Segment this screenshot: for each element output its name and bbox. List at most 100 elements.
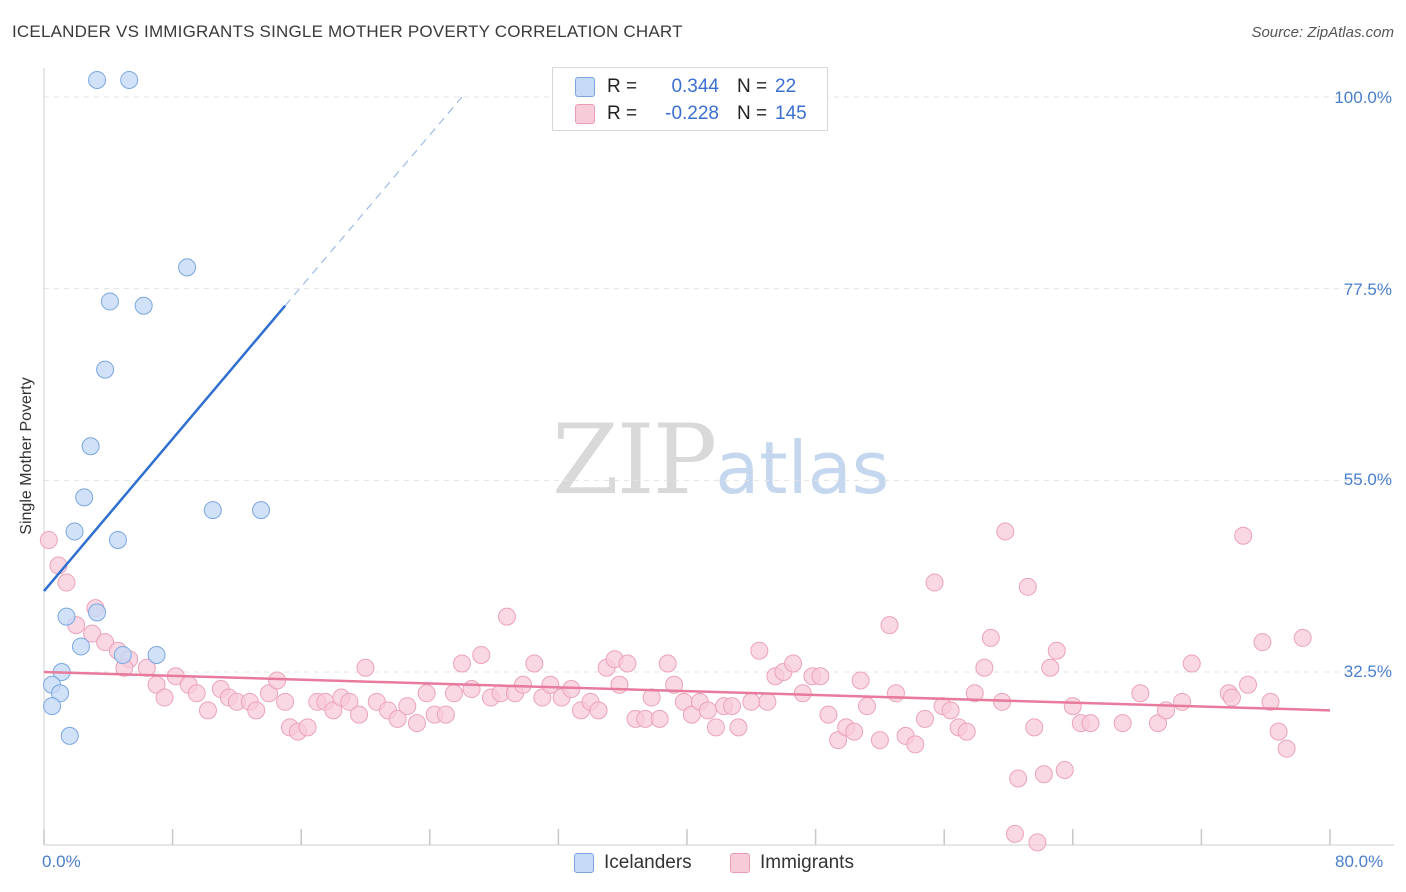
immigrants-point xyxy=(533,688,552,707)
immigrants-point xyxy=(1005,824,1024,843)
immigrants-point xyxy=(1028,833,1047,852)
immigrants-point xyxy=(750,641,769,660)
icelanders-point xyxy=(88,70,107,89)
icelanders-point xyxy=(120,70,139,89)
immigrants-point xyxy=(845,722,864,741)
immigrants-point xyxy=(407,714,426,733)
immigrants-point xyxy=(870,731,889,750)
icelanders-point xyxy=(147,645,166,664)
legend-item-immigrants: Immigrants xyxy=(730,852,854,874)
immigrants-point xyxy=(1047,641,1066,660)
immigrants-point xyxy=(356,658,375,677)
legend-row-icelanders: R = 0.344 N = 22 xyxy=(575,75,796,99)
immigrants-swatch xyxy=(575,104,595,124)
immigrants-point xyxy=(1055,760,1074,779)
immigrants-point xyxy=(975,658,994,677)
immigrants-point xyxy=(729,718,748,737)
immigrants-point xyxy=(398,697,417,716)
immigrants-point xyxy=(324,701,343,720)
immigrants-point xyxy=(880,616,899,635)
immigrants-point xyxy=(462,680,481,699)
immigrants-point xyxy=(886,684,905,703)
icelanders-point xyxy=(43,697,62,716)
legend-r-label: R = xyxy=(607,76,638,97)
immigrants-point xyxy=(417,684,436,703)
immigrants-point xyxy=(340,692,359,711)
immigrants-point xyxy=(851,671,870,690)
immigrants-point xyxy=(658,654,677,673)
immigrants-point xyxy=(57,573,76,592)
immigrants-point xyxy=(268,671,287,690)
immigrants-point xyxy=(642,688,661,707)
immigrants-point xyxy=(472,645,491,664)
immigrants-point xyxy=(1131,684,1150,703)
immigrants-point xyxy=(1081,714,1100,733)
immigrants-point xyxy=(541,675,560,694)
immigrants-point xyxy=(276,692,295,711)
immigrants-point xyxy=(497,607,516,626)
immigrants-point xyxy=(589,701,608,720)
immigrants-point xyxy=(298,718,317,737)
immigrants-point xyxy=(525,654,544,673)
immigrants-point xyxy=(742,692,761,711)
legend-r-value: 0.344 xyxy=(671,76,719,97)
immigrants-point xyxy=(388,709,407,728)
icelanders-point xyxy=(96,360,115,379)
x-tick-label-min: 0.0% xyxy=(42,852,81,871)
immigrants-point xyxy=(1018,577,1037,596)
legend-n-value: 145 xyxy=(775,103,807,124)
immigrants-point xyxy=(96,633,115,652)
immigrants-point xyxy=(1113,714,1132,733)
icelanders-point xyxy=(108,530,127,549)
immigrants-point xyxy=(1182,654,1201,673)
y-tick-label-32-5: 32.5% xyxy=(1343,662,1392,681)
immigrants-point xyxy=(811,667,830,686)
immigrants-point xyxy=(83,624,102,643)
legend-n-label: N = xyxy=(737,103,768,124)
immigrants-point xyxy=(1034,765,1053,784)
immigrants-legend-swatch xyxy=(730,853,750,873)
immigrants-point xyxy=(247,701,266,720)
icelanders-point xyxy=(88,603,107,622)
x-tick-label-max: 80.0% xyxy=(1335,852,1384,871)
correlation-legend: R = 0.344 N = 22 R = -0.228 N = 145 xyxy=(552,67,828,131)
series-legend: Icelanders Immigrants xyxy=(0,852,1406,876)
watermark-atlas: atlas xyxy=(715,426,890,510)
immigrants-point xyxy=(39,530,58,549)
legend-label-immigrants: Immigrants xyxy=(760,852,854,873)
immigrants-point xyxy=(906,735,925,754)
legend-r-value: -0.228 xyxy=(665,103,719,124)
immigrants-point xyxy=(1261,692,1280,711)
immigrants-point xyxy=(925,573,944,592)
legend-n-label: N = xyxy=(737,76,768,97)
legend-item-icelanders: Icelanders xyxy=(574,852,692,874)
zipatlas-watermark: ZIPatlas xyxy=(552,404,889,516)
immigrants-point xyxy=(819,705,838,724)
immigrants-point xyxy=(723,697,742,716)
legend-n-value: 22 xyxy=(775,76,797,97)
immigrants-point xyxy=(1222,688,1241,707)
legend-r-label: R = xyxy=(607,103,638,124)
icelanders-swatch xyxy=(575,77,595,97)
immigrants-point xyxy=(758,692,777,711)
icelanders-point xyxy=(60,726,79,745)
immigrants-point xyxy=(650,709,669,728)
watermark-zip: ZIP xyxy=(552,404,717,516)
immigrants-point xyxy=(198,701,217,720)
icelanders-point xyxy=(203,501,222,520)
source-credit: Source: ZipAtlas.com xyxy=(1251,24,1394,41)
immigrants-point xyxy=(1277,739,1296,758)
icelanders-point xyxy=(81,437,100,456)
immigrants-point xyxy=(1253,633,1272,652)
immigrants-point xyxy=(1041,658,1060,677)
icelanders-point xyxy=(113,645,132,664)
icelanders-point xyxy=(252,501,271,520)
legend-label-icelanders: Icelanders xyxy=(604,852,692,873)
immigrants-point xyxy=(618,654,637,673)
immigrants-point xyxy=(706,718,725,737)
immigrants-point xyxy=(915,709,934,728)
legend-row-immigrants: R = -0.228 N = 145 xyxy=(575,102,807,126)
immigrants-point xyxy=(452,654,471,673)
immigrants-point xyxy=(1293,628,1312,647)
